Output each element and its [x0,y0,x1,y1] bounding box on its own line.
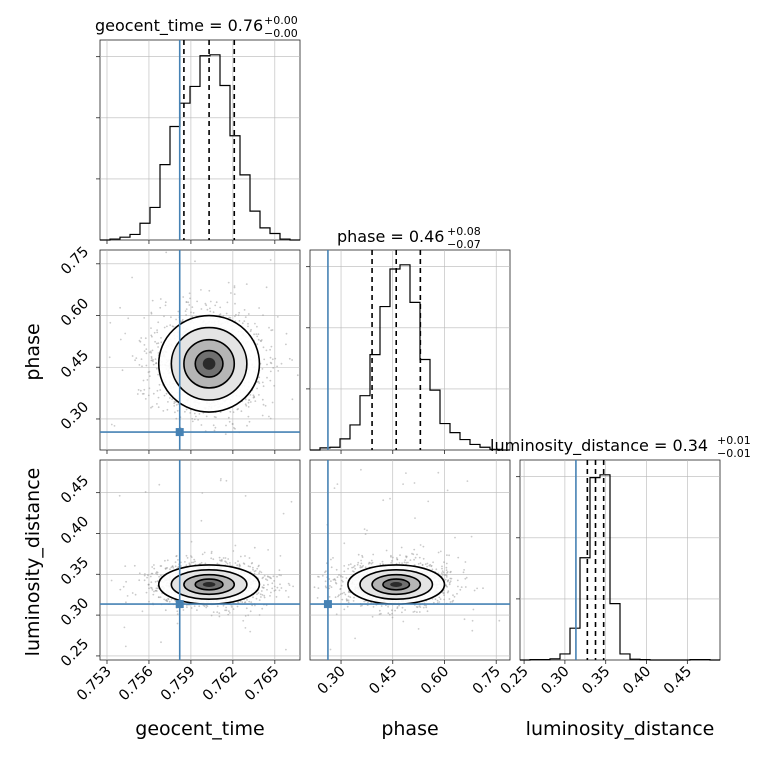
histogram-luminosity-distance [520,474,720,661]
xtick-label-luminosity-distance: 0.40 [620,664,654,698]
title-geocent-time-minus: −0.00 [264,27,298,40]
panel-geocent-time-luminosity-distance: 0.25 0.30 0.35 0.40 0.45 0.753 0.756 0.759 0.762… [58,459,301,705]
panel-phase-luminosity-distance: 0.30 0.45 0.60 0.75 [309,459,511,698]
contour-1 [359,568,434,600]
ytick-label-phase: 0.45 [58,347,92,381]
xtick-label-luminosity-distance: 0.45 [661,664,695,698]
contour-3 [194,349,224,378]
title-geocent-time-plus: +0.00 [264,14,298,27]
density-level-4 [390,582,403,587]
ytick-label-luminosity-distance: 0.35 [58,554,92,588]
ylabel-luminosity-distance: luminosity_distance [22,468,44,657]
ytick-label-luminosity-distance: 0.25 [58,636,92,670]
title-phase-main: phase = 0.46 [337,227,444,246]
contour-2 [183,573,236,596]
contour-0 [157,314,261,413]
panel-luminosity-distance-luminosity-distance: 0.25 0.30 0.35 0.40 0.45 [498,459,721,698]
xtick-label-geocent-time: 0.765 [242,664,283,705]
xtick-label-phase: 0.30 [315,664,349,698]
ytick-label-luminosity-distance: 0.45 [58,473,92,507]
title-geocent-time-main: geocent_time = 0.76 [95,16,263,36]
title-luminosity-distance: luminosity_distance = 0.34 +0.01 −0.01 [490,434,751,460]
panel-geocent-time-phase: 0.30 0.45 0.60 0.75 [58,244,301,454]
contour-2 [183,338,236,389]
title-luminosity-distance-minus: −0.01 [717,447,751,460]
xtick-label-phase: 0.60 [418,664,452,698]
xtick-label-phase: 0.45 [366,664,400,698]
xtick-label-luminosity-distance: 0.35 [579,664,613,698]
xtick-label-luminosity-distance: 0.25 [498,664,532,698]
contour-2 [371,573,422,596]
contour-3 [194,578,224,591]
contour-1 [170,326,248,401]
contour-1 [170,568,248,600]
xtick-label-geocent-time: 0.762 [200,664,241,705]
ytick-label-phase: 0.60 [58,296,92,330]
title-luminosity-distance-plus: +0.01 [717,434,751,447]
ytick-label-luminosity-distance: 0.40 [58,514,92,548]
xtick-label-phase: 0.75 [470,664,504,698]
panel-geocent-time-geocent-time [96,39,301,244]
title-phase-plus: +0.08 [447,225,481,238]
histogram-phase [310,264,510,451]
title-luminosity-distance-main: luminosity_distance = 0.34 [490,436,708,456]
density-level-4 [202,357,216,370]
panel-phase-phase [306,249,511,454]
xtick-label-luminosity-distance: 0.30 [539,664,573,698]
title-phase-minus: −0.07 [447,238,481,251]
xlabel-luminosity-distance: luminosity_distance [526,718,715,740]
truth-marker [323,600,332,609]
density-level-4 [202,582,216,587]
title-phase: phase = 0.46 +0.08 −0.07 [337,225,481,251]
truth-marker [175,600,184,609]
truth-marker [175,428,184,437]
ytick-label-phase: 0.30 [58,399,92,433]
xtick-label-geocent-time: 0.753 [74,664,115,705]
ylabel-phase: phase [22,323,44,380]
histogram-geocent-time [100,54,300,241]
ytick-label-luminosity-distance: 0.30 [58,595,92,629]
xtick-label-geocent-time: 0.759 [158,664,199,705]
xlabel-geocent-time: geocent_time [135,718,264,740]
xlabel-phase: phase [381,718,438,740]
ytick-label-phase: 0.75 [58,244,92,278]
xtick-label-geocent-time: 0.756 [116,664,157,705]
contour-3 [382,578,411,591]
title-geocent-time: geocent_time = 0.76 +0.00 −0.00 [95,14,298,40]
